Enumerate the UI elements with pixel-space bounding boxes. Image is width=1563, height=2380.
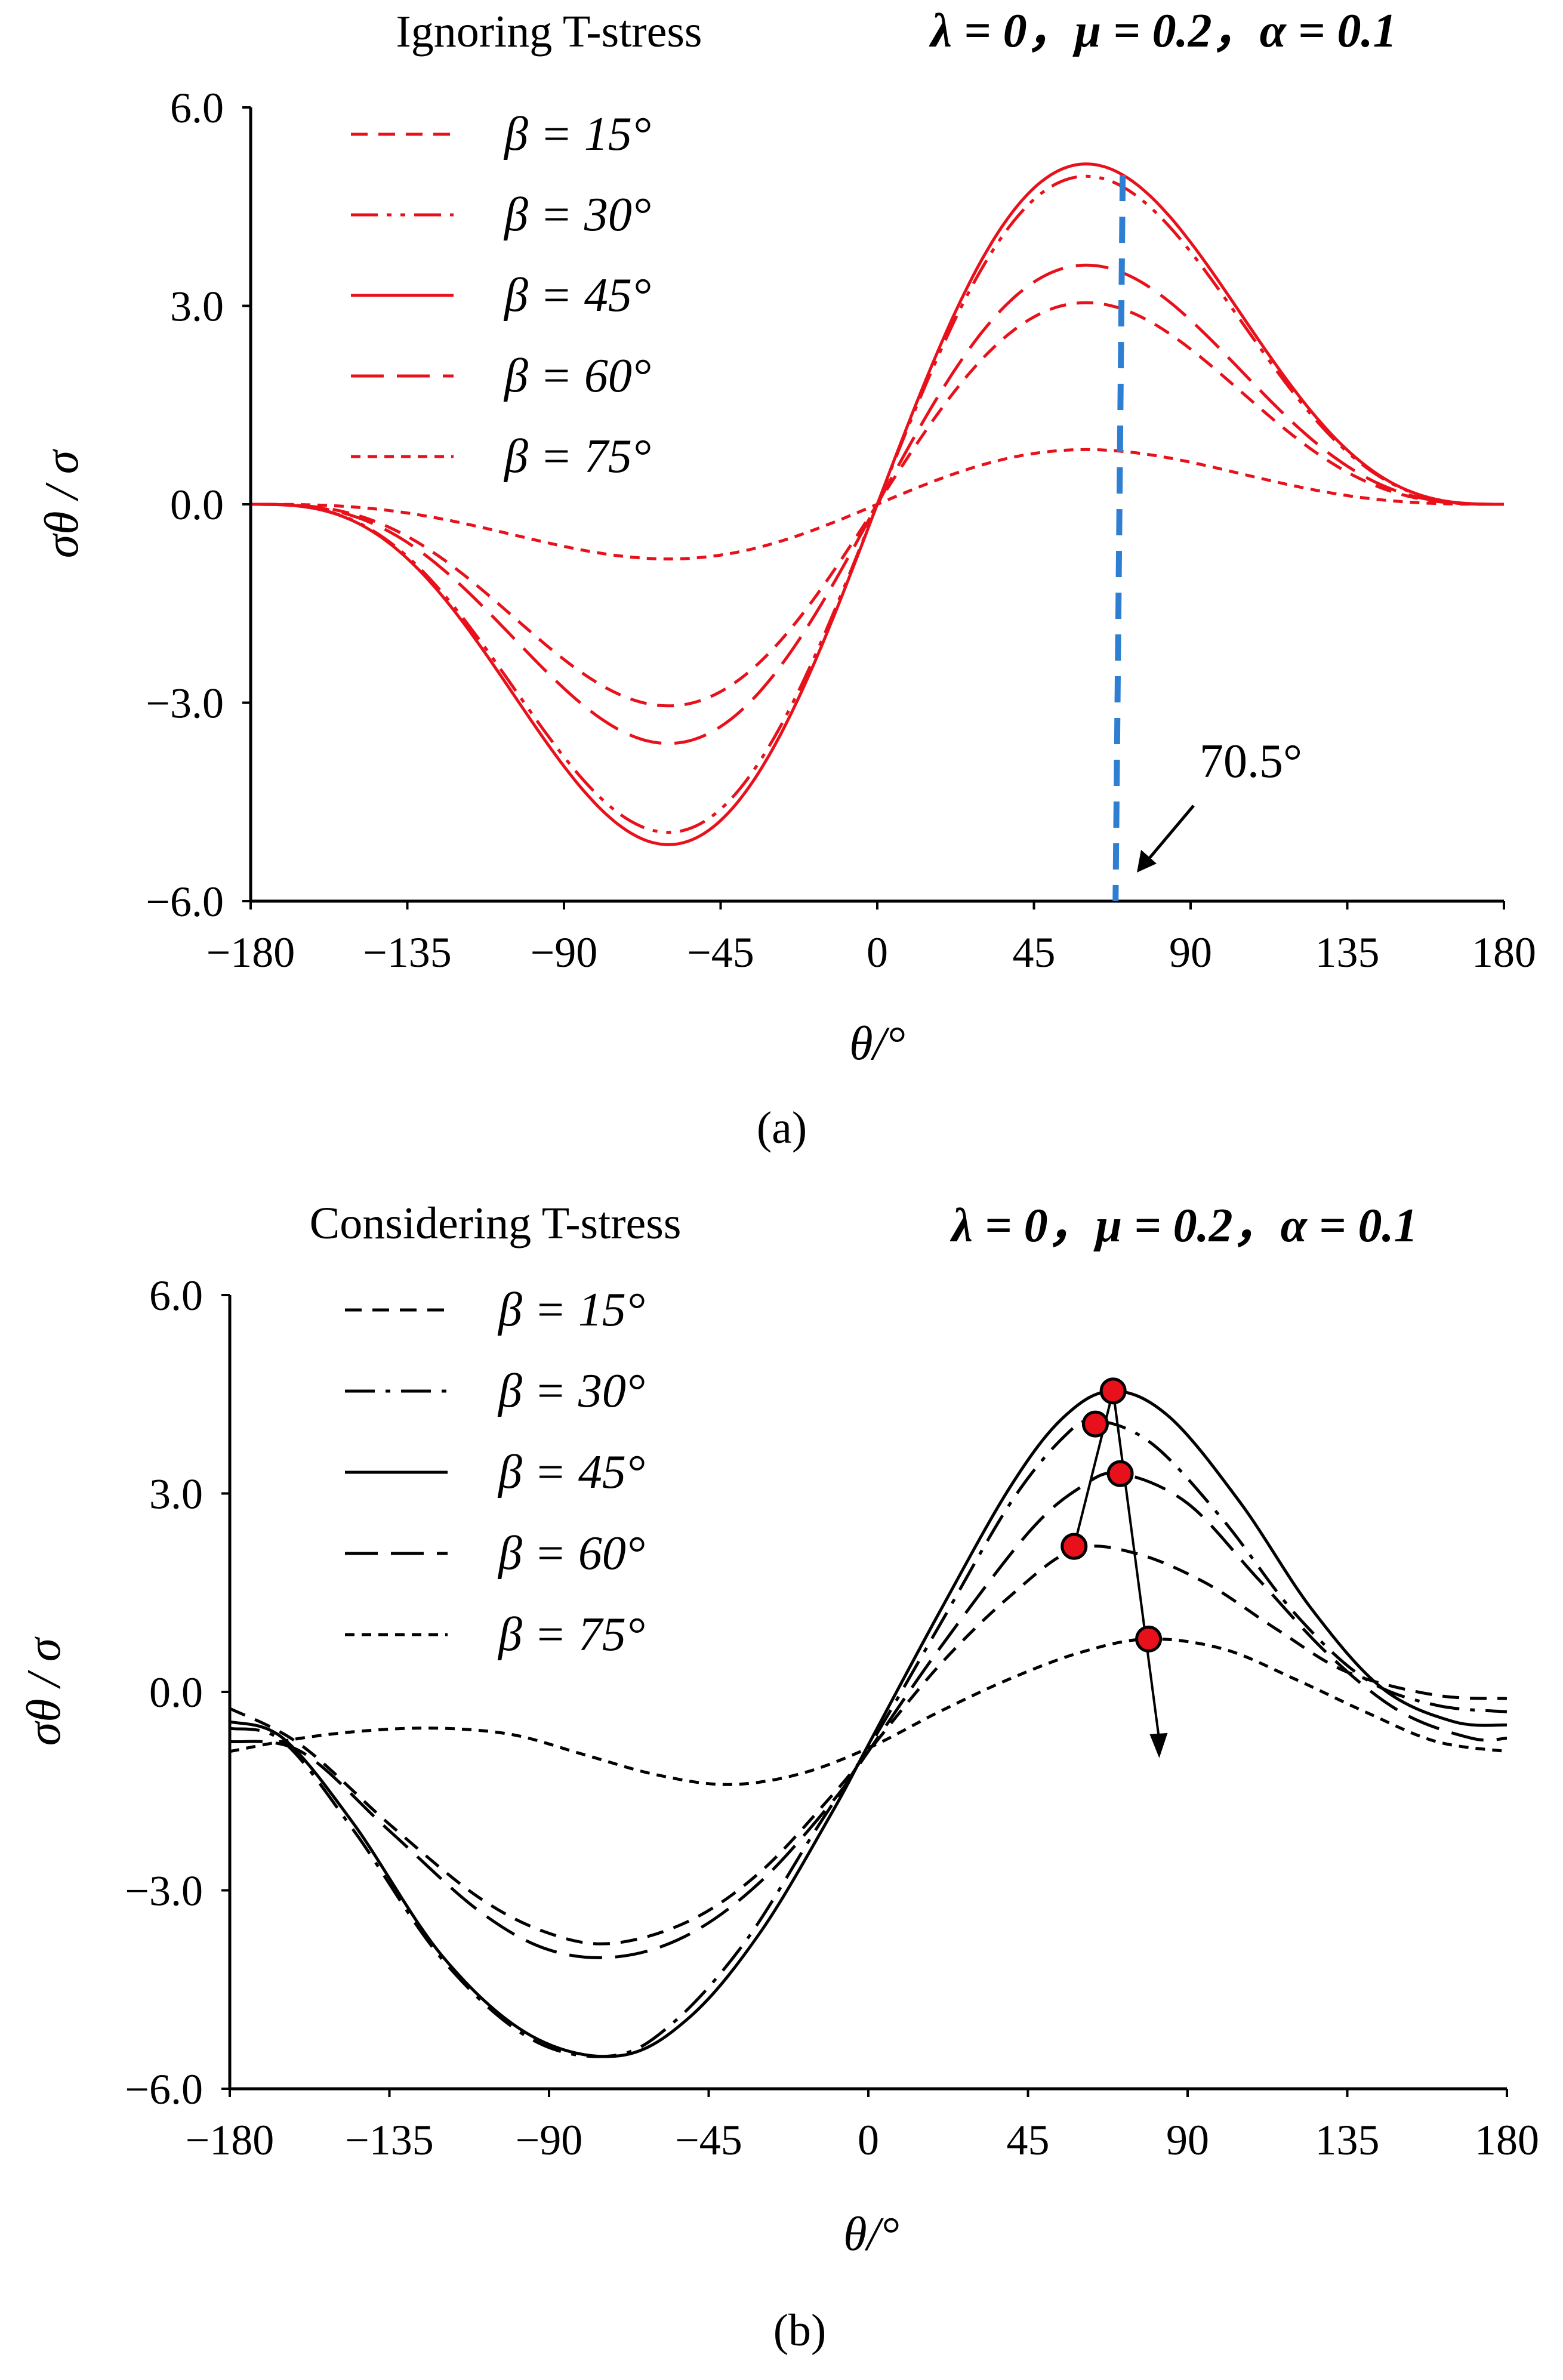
y-tick-label: 6.0 (149, 1272, 203, 1320)
panel-a-ylabel: σθ / σ (36, 449, 88, 558)
y-tick-label: −6.0 (125, 2065, 203, 2113)
peak-trend-arrow (1112, 1391, 1161, 1741)
peak-point-marker (1099, 1377, 1127, 1405)
x-tick-label: −90 (531, 929, 598, 976)
legend-label: β = 75° (497, 1608, 645, 1661)
y-tick-label: −6.0 (146, 878, 224, 926)
x-tick-label: 90 (1169, 929, 1212, 976)
legend-label: β = 45° (503, 269, 651, 322)
panel-b-legend: β = 15° β = 30° β = 45° β = 60° β = 75° (345, 1284, 645, 1661)
peak-point-marker (1135, 1625, 1163, 1653)
series-line-beta-30 (229, 1419, 1507, 2058)
x-tick-label: −45 (675, 2116, 742, 2164)
panel-a-peak-marker-line (1112, 175, 1126, 902)
x-tick-label: −45 (687, 929, 754, 976)
peak-trend-arrowhead (1149, 1732, 1168, 1758)
series-line-beta-75 (250, 448, 1504, 561)
panel-a-peak-angle-arrowhead (1137, 850, 1157, 873)
panel-b-label: (b) (773, 2305, 827, 2356)
panel-b-params: λ = 0，μ = 0.2，α = 0.1 (949, 1200, 1417, 1252)
panel-a-legend: β = 15° β = 30° β = 45° β = 60° β = 75° (351, 108, 651, 483)
y-tick-label: −3.0 (125, 1867, 203, 1915)
peak-point-marker (1061, 1533, 1088, 1560)
panel-b-plot-area (229, 1389, 1507, 2058)
panel-b-ticks: −180 −135 −90 −45 0 45 90 135 180 6.0 3.0 0.0 −3.0 −6… (125, 1272, 1539, 2164)
panel-b-title: Considering T-stress (310, 1198, 682, 1248)
x-tick-label: 135 (1315, 2116, 1380, 2164)
legend-label: β = 15° (503, 108, 651, 161)
y-tick-label: 0.0 (170, 481, 224, 529)
y-tick-label: 0.0 (149, 1669, 203, 1716)
panel-a: Ignoring T-stress λ = 0，μ = 0.2，α = 0.1 … (36, 5, 1536, 1153)
panel-b-peak-points (1061, 1377, 1168, 1758)
panel-a-params: λ = 0，μ = 0.2，α = 0.1 (929, 5, 1396, 57)
panel-a-label: (a) (757, 1103, 807, 1153)
panel-a-peak-angle-arrow (1145, 804, 1195, 864)
y-tick-label: 6.0 (170, 84, 224, 132)
x-tick-label: 45 (1007, 2116, 1050, 2164)
panel-b: Considering T-stress λ = 0，μ = 0.2，α = 0… (18, 1198, 1539, 2356)
series-line-beta-75 (229, 1637, 1507, 1786)
x-tick-label: 135 (1315, 929, 1380, 976)
panel-a-xlabel: θ/° (849, 1018, 905, 1070)
y-tick-label: 3.0 (170, 283, 224, 331)
x-tick-label: 0 (867, 929, 888, 976)
panel-b-ylabel: σθ / σ (18, 1636, 70, 1746)
series-line-beta-45 (229, 1389, 1507, 2058)
peak-point-marker (1081, 1410, 1109, 1438)
legend-label: β = 75° (503, 430, 651, 483)
y-tick-label: −3.0 (146, 680, 224, 727)
x-tick-label: 45 (1013, 929, 1056, 976)
x-tick-label: −180 (206, 929, 295, 976)
x-tick-label: 0 (858, 2116, 879, 2164)
panel-a-title: Ignoring T-stress (396, 7, 702, 57)
x-tick-label: 90 (1166, 2116, 1209, 2164)
panel-a-ticks: −180 −135 −90 −45 0 45 90 135 180 6.0 3.0 0.0 −3.0 −6… (146, 84, 1536, 976)
legend-label: β = 30° (503, 189, 651, 241)
x-tick-label: −135 (363, 929, 452, 976)
x-tick-label: −90 (516, 2116, 583, 2164)
x-tick-label: −135 (345, 2116, 434, 2164)
x-tick-label: 180 (1472, 929, 1536, 976)
peak-point-marker (1106, 1460, 1134, 1487)
legend-label: β = 60° (497, 1527, 645, 1580)
legend-label: β = 15° (497, 1284, 645, 1336)
y-tick-label: 3.0 (149, 1470, 203, 1518)
panel-a-peak-angle-label: 70.5° (1200, 735, 1302, 788)
panel-b-xlabel: θ/° (843, 2208, 899, 2261)
x-tick-label: −180 (186, 2116, 275, 2164)
legend-label: β = 60° (503, 350, 651, 402)
legend-label: β = 30° (497, 1365, 645, 1417)
series-line-beta-60 (229, 1471, 1507, 1959)
panel-a-plot-area (250, 162, 1504, 846)
legend-label: β = 45° (497, 1446, 645, 1499)
x-tick-label: 180 (1475, 2116, 1539, 2164)
